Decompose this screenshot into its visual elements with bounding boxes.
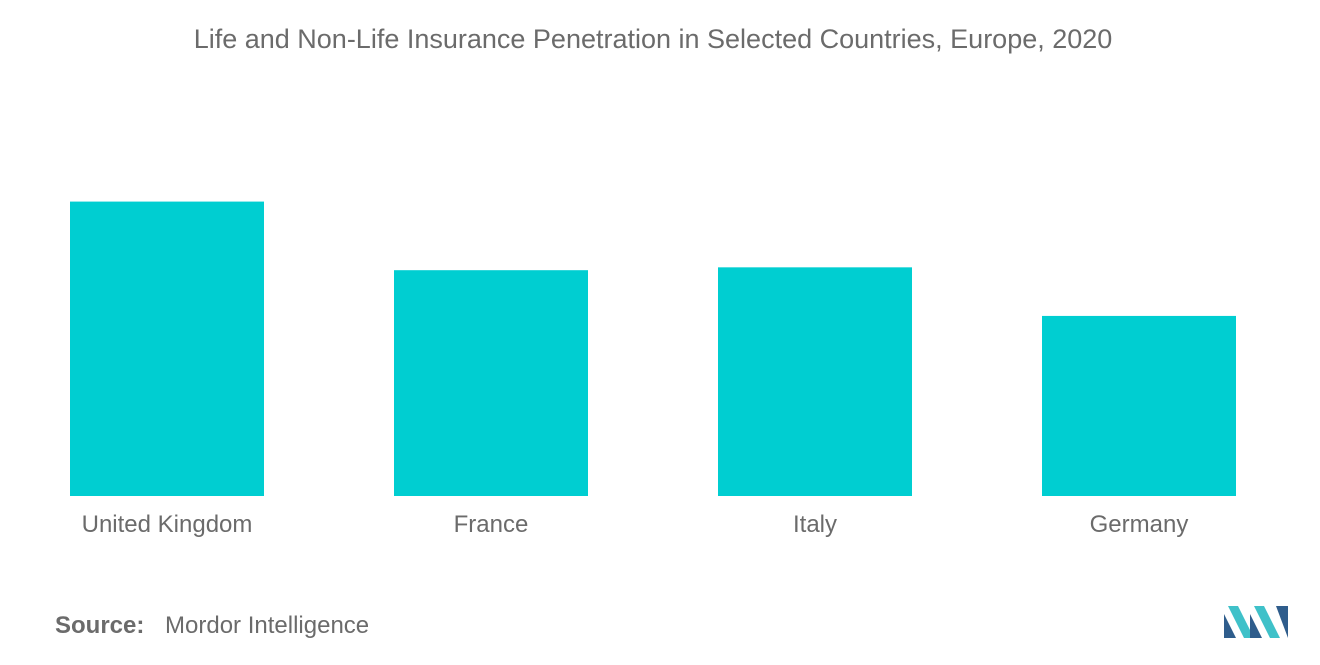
source-label: Source:	[55, 612, 145, 639]
chart-title: Life and Non-Life Insurance Penetration …	[193, 24, 1113, 54]
x-tick-label: Italy	[793, 511, 837, 538]
bar-italy	[718, 267, 912, 496]
x-tick-label: Germany	[1090, 511, 1189, 538]
bar-france	[394, 270, 588, 496]
bar-germany	[1042, 315, 1236, 496]
source-note: Source: Mordor Intelligence	[55, 612, 369, 640]
bar-united-kingdom	[70, 201, 264, 496]
x-tick-label: United Kingdom	[82, 511, 253, 538]
mordor-intelligence-logo-icon	[1224, 606, 1288, 638]
bar-chart: United Kingdom France Italy Germany	[70, 201, 1236, 538]
source-text: Mordor Intelligence	[165, 612, 370, 639]
x-tick-label: France	[454, 511, 529, 538]
